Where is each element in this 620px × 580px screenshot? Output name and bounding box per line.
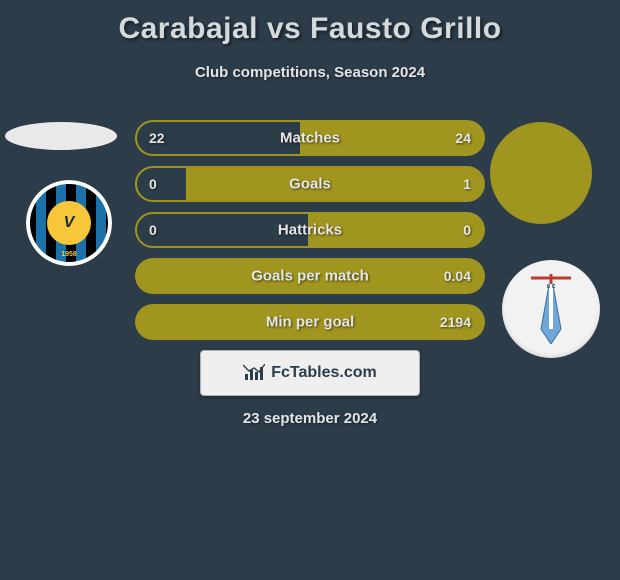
stat-label: Goals — [289, 176, 331, 193]
bar-chart-icon — [243, 364, 265, 382]
stat-right-value: 1 — [463, 176, 471, 192]
stat-right-value: 2194 — [440, 314, 471, 330]
stat-right-value: 0 — [463, 222, 471, 238]
subtitle: Club competitions, Season 2024 — [0, 64, 620, 81]
stat-row: 0 Goals 1 — [135, 166, 485, 202]
stat-label: Min per goal — [266, 314, 354, 331]
stat-fill-left — [135, 166, 188, 202]
stat-row: 0 Hattricks 0 — [135, 212, 485, 248]
stat-label: Goals per match — [251, 268, 369, 285]
svg-text:U C: U C — [547, 284, 556, 290]
stat-row: Goals per match 0.04 — [135, 258, 485, 294]
stat-left-value: 0 — [149, 176, 157, 192]
stat-row: 22 Matches 24 — [135, 120, 485, 156]
brand-box[interactable]: FcTables.com — [200, 350, 420, 396]
decorative-oval-light — [5, 122, 117, 150]
stat-right-value: 0.04 — [444, 268, 471, 284]
stat-row: Min per goal 2194 — [135, 304, 485, 340]
stat-label: Hattricks — [278, 222, 342, 239]
stat-left-value: 0 — [149, 222, 157, 238]
club-left-center: V — [47, 201, 91, 245]
club-left-center-text: V — [64, 214, 75, 232]
stat-left-value: 22 — [149, 130, 165, 146]
club-badge-right: U C — [502, 260, 600, 358]
stat-label: Matches — [280, 130, 340, 147]
date-label: 23 september 2024 — [0, 410, 620, 427]
decorative-oval-olive — [490, 122, 592, 224]
page-title: Carabajal vs Fausto Grillo — [0, 0, 620, 46]
stats-container: 22 Matches 24 0 Goals 1 0 Hattricks 0 Goals per m… — [135, 120, 485, 350]
club-badge-left: V 1958 — [26, 180, 112, 266]
stat-right-value: 24 — [455, 130, 471, 146]
brand-text: FcTables.com — [271, 364, 377, 382]
club-left-year: 1958 — [61, 251, 77, 258]
